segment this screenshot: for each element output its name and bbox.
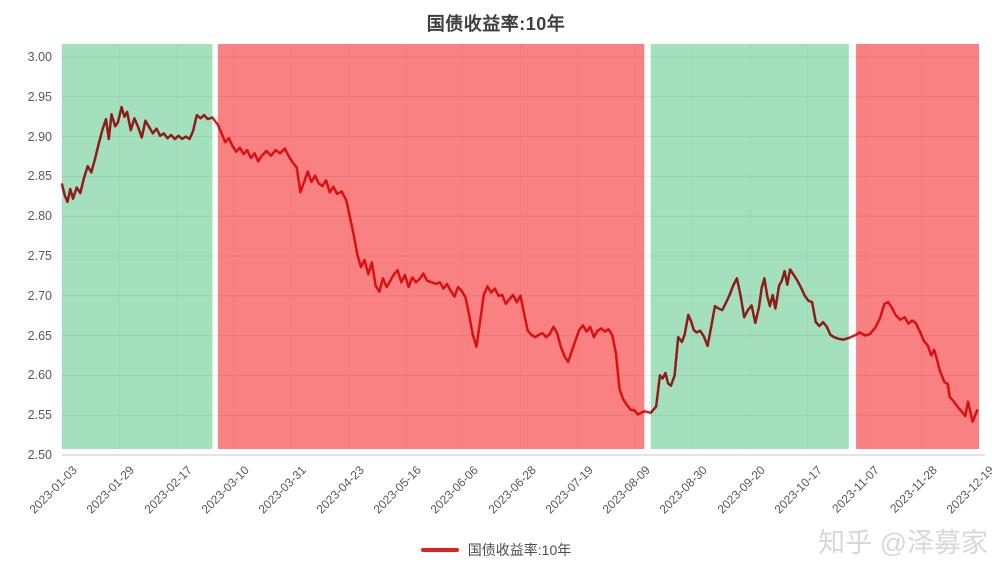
- y-axis-tick-label: 3.00: [27, 50, 52, 64]
- band-red: [856, 44, 979, 449]
- y-axis-tick-label: 2.65: [27, 328, 52, 343]
- y-axis-tick-label: 2.90: [27, 129, 52, 144]
- legend-item-yield-10y[interactable]: 国债收益率:10年: [0, 541, 992, 559]
- chart-title: 国债收益率:10年: [426, 14, 566, 34]
- y-axis-tick-label: 2.50: [27, 448, 52, 462]
- legend-label: 国债收益率:10年: [467, 542, 572, 558]
- y-axis-tick-label: 2.80: [27, 209, 52, 224]
- watermark-zhihu: 知乎 @泽募家: [818, 528, 988, 558]
- band-green: [650, 44, 849, 449]
- band-red: [217, 44, 645, 449]
- band-green: [62, 44, 213, 449]
- y-axis-tick-label: 2.75: [27, 249, 52, 263]
- yield-line: [60, 105, 979, 423]
- y-axis-tick-label: 2.95: [27, 89, 52, 104]
- y-axis-tick-label: 2.60: [27, 368, 52, 383]
- y-axis-tick-label: 2.85: [27, 169, 52, 184]
- y-axis-tick-label: 2.70: [27, 288, 52, 303]
- legend-line-swatch: [420, 548, 459, 552]
- y-axis-tick-label: 2.55: [27, 408, 52, 423]
